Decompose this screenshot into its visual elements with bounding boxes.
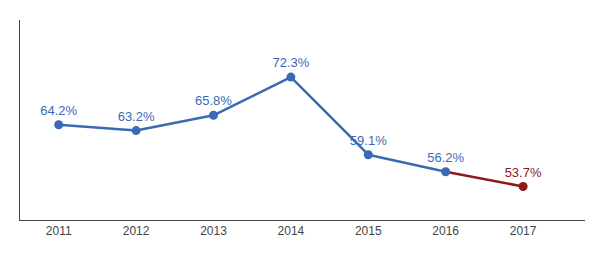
- svg-text:2012: 2012: [123, 224, 150, 238]
- svg-text:2011: 2011: [46, 224, 72, 238]
- svg-text:53.7%: 53.7%: [505, 165, 542, 180]
- svg-text:56.2%: 56.2%: [427, 150, 464, 165]
- svg-text:72.3%: 72.3%: [272, 55, 309, 70]
- svg-text:64.2%: 64.2%: [40, 103, 77, 118]
- svg-text:65.8%: 65.8%: [195, 93, 232, 108]
- svg-text:63.2%: 63.2%: [118, 109, 155, 124]
- svg-text:2017: 2017: [510, 224, 537, 238]
- svg-text:2015: 2015: [355, 224, 382, 238]
- svg-text:2014: 2014: [278, 224, 305, 238]
- svg-text:2013: 2013: [200, 224, 227, 238]
- svg-text:59.1%: 59.1%: [350, 133, 387, 148]
- svg-text:2016: 2016: [432, 224, 459, 238]
